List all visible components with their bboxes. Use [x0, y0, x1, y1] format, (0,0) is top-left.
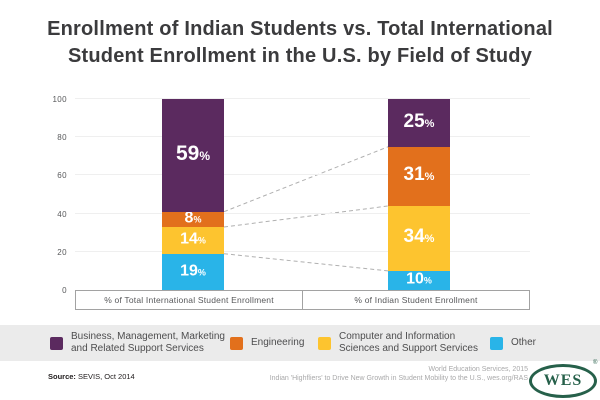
bar-segment: 8% [162, 209, 224, 227]
wes-logo-text: WES [543, 372, 583, 389]
legend-label-engineering: Engineering [251, 337, 305, 348]
stacked-bar-1: 10% 34% 31% 25% [388, 98, 450, 290]
y-tick-label-60: 60 [57, 171, 67, 181]
gridline-100 [75, 98, 530, 99]
y-tick-label-0: 0 [62, 286, 67, 295]
legend-item-computer-sciences: Computer and Information Sciences and Su… [318, 325, 478, 361]
legend-item-engineering: Engineering [230, 325, 304, 361]
connector-line [223, 146, 389, 213]
stacked-bar-0: 19% 14% 8% 59% [162, 99, 224, 290]
gridline-60 [75, 174, 530, 176]
legend-swatch-business [50, 336, 63, 350]
wes-logo: WES [529, 364, 597, 398]
source-value: SEVIS, Oct 2014 [75, 372, 135, 381]
credits: World Education Services, 2015 Indian 'H… [270, 365, 528, 383]
plot-area: % of Total International Student Enrollm… [52, 95, 530, 310]
legend-bar: Business, Management, Marketing and Rela… [0, 325, 600, 361]
chart-title-line1: Enrollment of Indian Students vs. Total … [47, 18, 553, 40]
credit-line2: Indian 'Highfliers' to Drive New Growth … [269, 375, 528, 382]
x-axis-label-international: % of Total International Student Enrollm… [76, 291, 303, 309]
legend-swatch-other [490, 336, 503, 350]
x-axis-label-indian: % of Indian Student Enrollment [354, 295, 478, 305]
legend-swatch-engineering [230, 336, 243, 350]
connector-line [223, 253, 389, 272]
bar-segment: 31% [388, 146, 450, 206]
source-note: Source: SEVIS, Oct 2014 [48, 372, 135, 381]
x-axis-category-boxes: % of Total International Student Enrollm… [75, 290, 530, 310]
gridline-80 [75, 136, 530, 138]
bar-segment: 10% [388, 271, 450, 290]
segment-value-label: 8% [184, 209, 202, 227]
segment-value-label: 19% [180, 262, 206, 280]
segment-value-label: 31% [403, 164, 435, 186]
legend-label-business: Business, Management, Marketing and Rela… [71, 331, 225, 354]
bar-segment: 25% [388, 98, 450, 147]
registered-trademark-icon: ® [593, 360, 598, 366]
chart-title-line2: Student Enrollment in the U.S. by Field … [67, 45, 533, 67]
legend-item-other: Other [490, 325, 536, 361]
connector-line [223, 205, 389, 228]
segment-value-label: 34% [403, 226, 435, 248]
bar-segment: 59% [162, 99, 224, 212]
y-tick-label-40: 40 [57, 209, 67, 219]
chart-title: Enrollment of Indian Students vs. Total … [0, 16, 600, 70]
y-tick-label-80: 80 [57, 133, 67, 143]
source-label: Source: [48, 372, 76, 381]
segment-value-label: 14% [180, 230, 206, 248]
legend-label-other: Other [511, 337, 537, 348]
y-tick-label-100: 100 [52, 95, 67, 104]
legend-swatch-computer-sciences [318, 336, 331, 350]
y-tick-label-20: 20 [57, 247, 67, 257]
segment-value-label: 59% [175, 142, 211, 166]
segment-value-label: 10% [406, 270, 432, 288]
connector-lines [223, 146, 389, 272]
bar-segment: 14% [162, 227, 224, 254]
bar-segment: 34% [388, 206, 450, 271]
gridline-40 [75, 212, 530, 214]
bar-segment: 19% [162, 253, 224, 290]
legend-label-computer-sciences: Computer and Information Sciences and Su… [339, 331, 478, 354]
legend-item-business: Business, Management, Marketing and Rela… [50, 325, 225, 361]
segment-value-label: 25% [403, 110, 435, 132]
gridline-20 [75, 250, 530, 252]
credit-line1: World Education Services, 2015 [428, 366, 528, 373]
